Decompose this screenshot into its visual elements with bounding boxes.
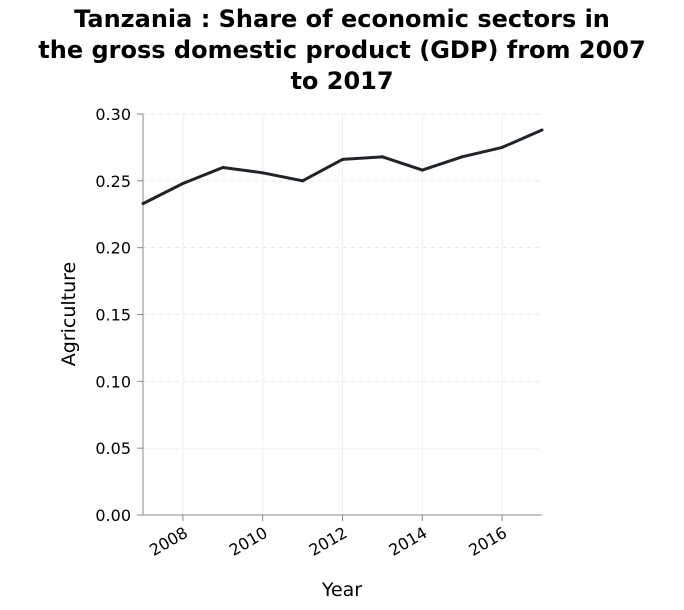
x-tick-label: 2014 (386, 523, 431, 560)
data-point (181, 182, 185, 186)
tick-labels: 0.00 0.05 0.10 0.15 0.20 0.25 0.30 2008 2010 2012… (95, 105, 510, 560)
data-point (221, 165, 225, 169)
axes (137, 113, 542, 521)
y-tick-label: 0.00 (95, 506, 131, 525)
y-tick-label: 0.05 (95, 439, 131, 458)
data-point (540, 128, 544, 132)
data-point (380, 155, 384, 159)
x-tick-label: 2012 (306, 523, 351, 560)
series (141, 128, 544, 206)
data-point (301, 179, 305, 183)
data-point (460, 155, 464, 159)
y-axis-title: Agriculture (58, 262, 80, 367)
x-tick-label: 2016 (465, 523, 510, 560)
x-tick-label: 2010 (226, 523, 271, 560)
x-tick-label: 2008 (146, 523, 191, 560)
x-axis-title: Year (321, 579, 362, 601)
data-point (500, 145, 504, 149)
chart-title-line-2: the gross domestic product (GDP) from 20… (38, 36, 646, 64)
chart-title-line-3: to 2017 (290, 67, 394, 95)
y-tick-label: 0.15 (95, 306, 131, 325)
data-point (420, 168, 424, 172)
y-tick-label: 0.25 (95, 172, 131, 191)
y-tick-label: 0.20 (95, 239, 131, 258)
chart-title-line-1: Tanzania : Share of economic sectors in (74, 5, 610, 33)
data-point (261, 171, 265, 175)
data-point (341, 157, 344, 161)
chart-title: Tanzania : Share of economic sectors in … (0, 4, 684, 97)
grid (143, 113, 542, 515)
data-point (141, 202, 145, 206)
y-tick-label: 0.30 (95, 105, 131, 124)
y-tick-label: 0.10 (95, 372, 131, 391)
